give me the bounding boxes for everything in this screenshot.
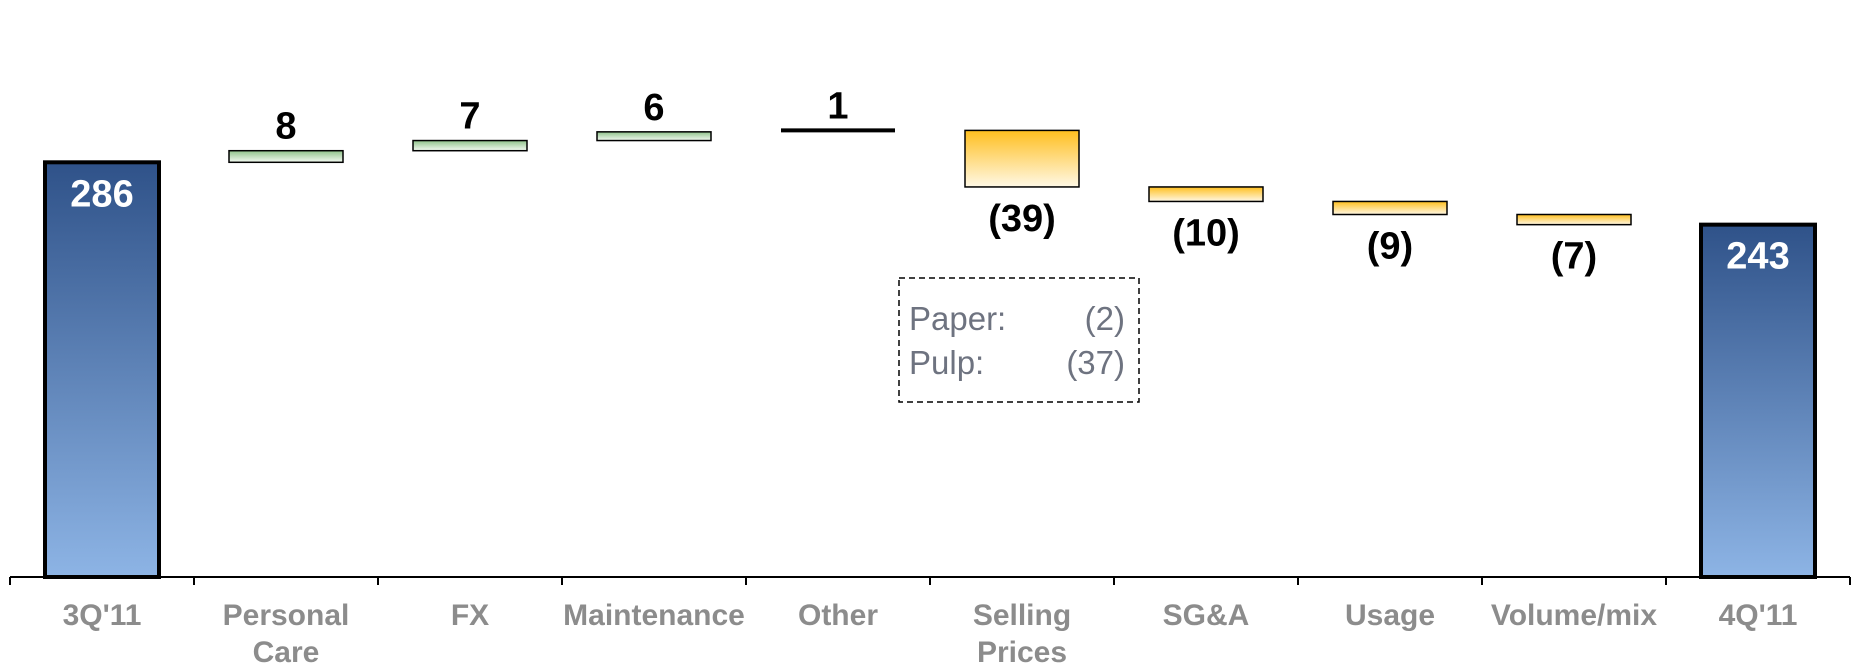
callout-row-label: Pulp: (909, 344, 984, 381)
category-label-selling-prices: Prices (977, 636, 1067, 668)
bar-4q-11 (1699, 222, 1817, 579)
category-label-usage: Usage (1345, 599, 1435, 632)
value-label-fx: 7 (459, 96, 480, 138)
bar-usage (1332, 200, 1448, 216)
category-label-sg-a: SG&A (1163, 599, 1250, 632)
value-label-4q-11: 243 (1726, 236, 1789, 278)
category-label-3q-11: 3Q'11 (63, 599, 142, 632)
selling-prices-callout: Paper: (2) Pulp: (37) (898, 277, 1140, 403)
category-label-4q-11: 4Q'11 (1719, 599, 1798, 632)
value-label-other: 1 (827, 85, 848, 127)
bar-3q-11 (43, 160, 161, 580)
category-label-volume-mix: Volume/mix (1491, 599, 1657, 632)
category-label-fx: FX (451, 599, 489, 632)
labels-layer: 286 3Q'11 8 Personal Care 7 FX 6 Maintenance 1 Oth… (63, 85, 1798, 668)
x-axis (9, 576, 1851, 585)
category-label-selling-prices: Selling (973, 599, 1071, 632)
category-label-personal-care: Personal (223, 599, 350, 632)
bar-sg-a (1148, 186, 1264, 203)
value-label-sg-a: (10) (1172, 212, 1240, 254)
category-label-personal-care: Care (253, 636, 320, 668)
category-label-maintenance: Maintenance (563, 599, 745, 632)
category-label-other: Other (798, 599, 878, 632)
bars-layer (43, 128, 1817, 580)
value-label-selling-prices: (39) (988, 198, 1056, 240)
bar-maintenance (596, 131, 712, 142)
value-label-volume-mix: (7) (1551, 236, 1597, 278)
callout-box (898, 277, 1140, 403)
callout-row-label: Paper: (909, 300, 1006, 337)
callout-row-value: (37) (1066, 344, 1125, 381)
value-label-maintenance: 6 (643, 87, 664, 129)
bar-selling-prices (964, 129, 1080, 188)
bar-personal-care (228, 149, 344, 164)
value-label-usage: (9) (1367, 226, 1413, 268)
bar-volume-mix (1516, 213, 1632, 226)
value-label-3q-11: 286 (70, 173, 133, 215)
callout-row-value: (2) (1085, 300, 1125, 337)
value-label-personal-care: 8 (275, 106, 296, 148)
bar-fx (412, 139, 528, 152)
